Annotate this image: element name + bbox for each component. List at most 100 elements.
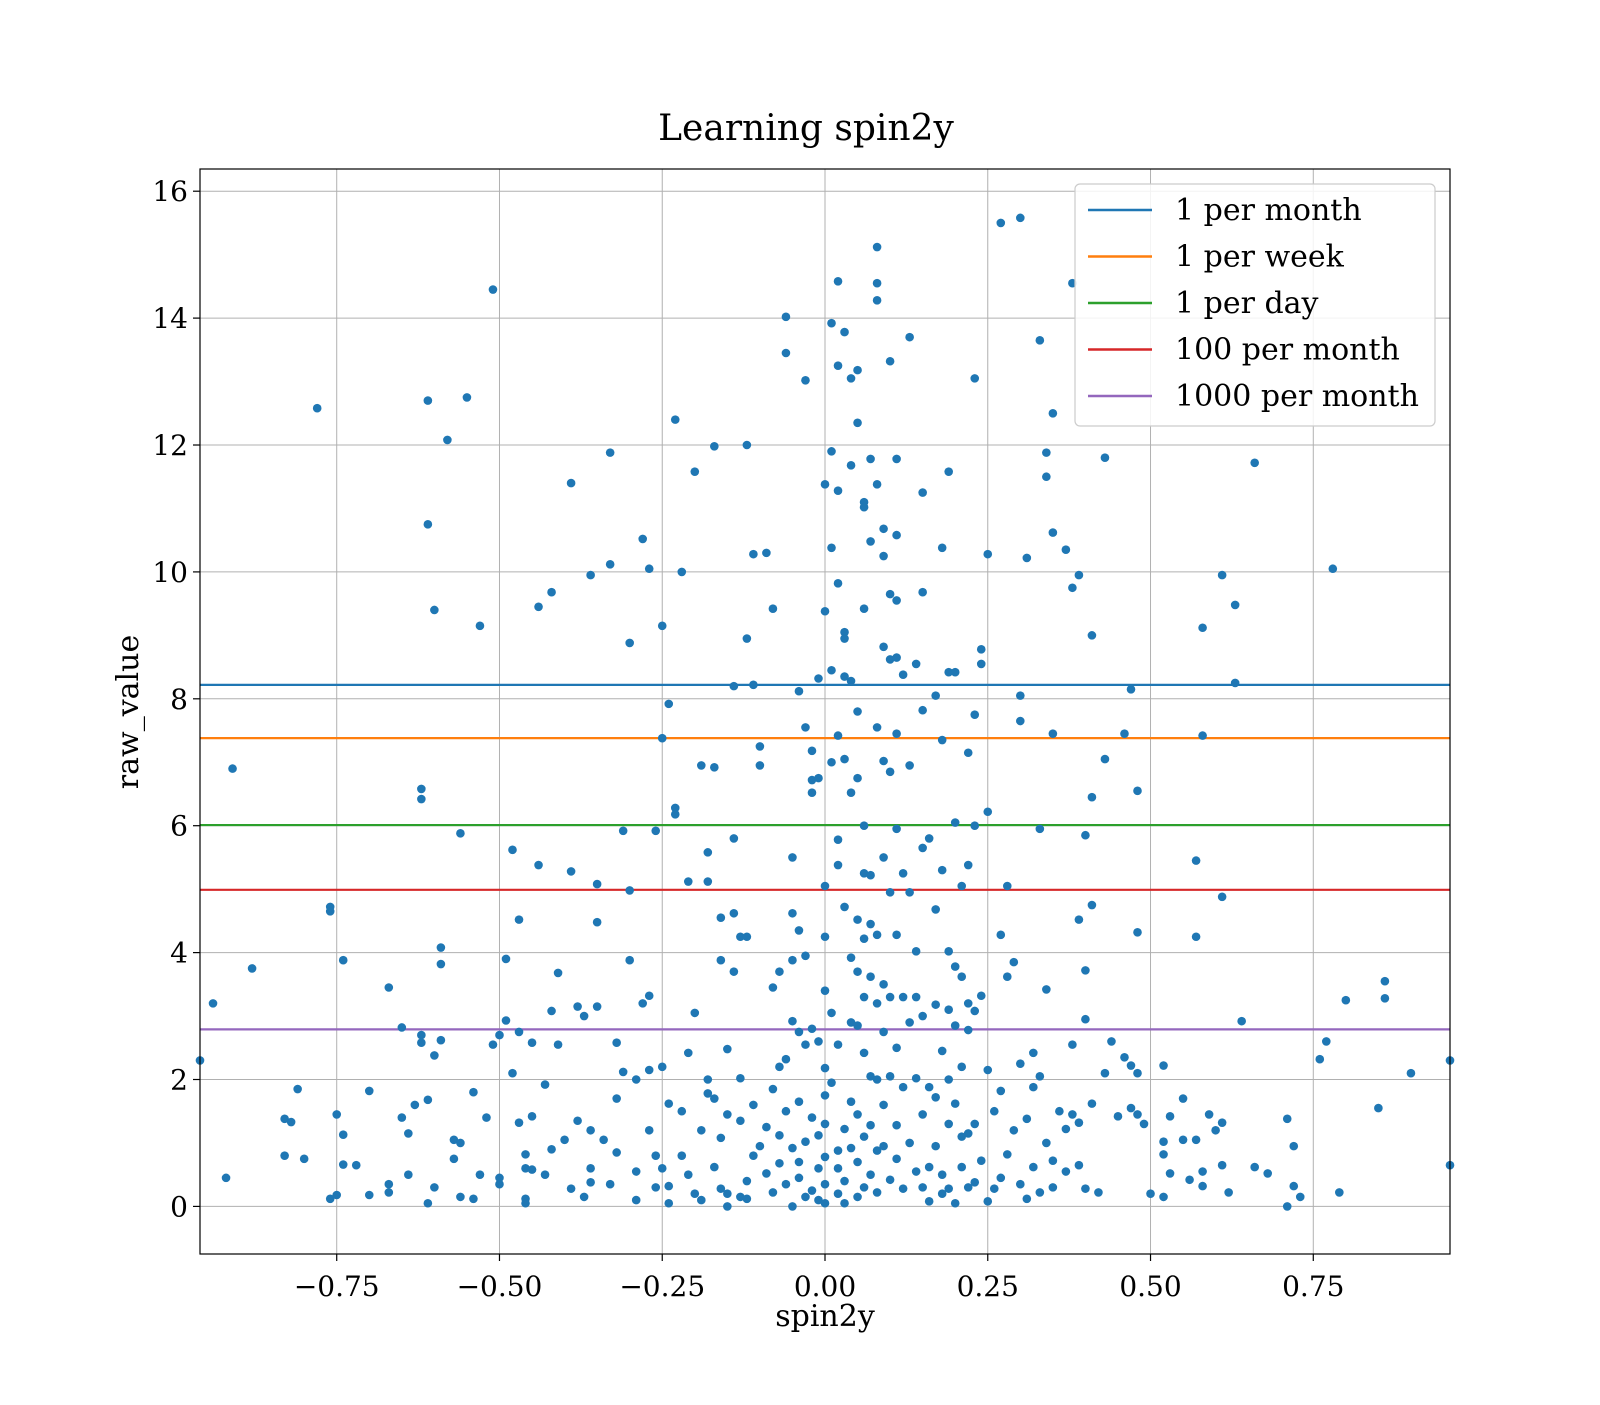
data-point	[397, 1113, 407, 1122]
data-point	[768, 1188, 778, 1197]
data-point	[866, 1072, 875, 1081]
data-point	[625, 955, 634, 965]
data-point	[755, 742, 765, 751]
data-point	[1107, 1037, 1116, 1046]
data-point	[703, 1075, 713, 1084]
data-point	[872, 278, 882, 288]
data-point	[508, 1068, 517, 1078]
data-point	[553, 1040, 563, 1049]
data-point	[1048, 528, 1058, 537]
data-point	[885, 589, 895, 599]
data-point	[859, 604, 869, 614]
data-point	[605, 559, 615, 569]
data-point	[742, 634, 752, 643]
data-point	[749, 1100, 758, 1110]
data-point	[312, 403, 322, 413]
data-point	[892, 1154, 901, 1164]
data-point	[325, 1194, 335, 1204]
data-point	[1133, 1068, 1142, 1078]
data-point	[683, 1048, 693, 1058]
data-point	[957, 1162, 967, 1172]
data-point	[618, 826, 628, 836]
data-point	[957, 881, 967, 891]
data-point	[1120, 729, 1129, 739]
data-point	[1035, 824, 1045, 834]
data-point	[820, 480, 830, 489]
data-point	[794, 686, 804, 696]
x-tick-label: 0.25	[957, 1270, 1019, 1303]
data-point	[573, 1002, 582, 1011]
data-point	[443, 435, 452, 445]
data-point	[1289, 1181, 1299, 1191]
data-point	[1191, 932, 1201, 942]
data-point	[723, 1189, 732, 1199]
data-point	[364, 1086, 374, 1096]
data-point	[872, 1075, 882, 1084]
data-point	[989, 1106, 999, 1116]
data-point	[911, 1167, 921, 1176]
data-point	[937, 543, 947, 553]
x-axis-ticks: −0.75 −0.50 −0.25 0.00 0.25 0.50 0.75	[294, 1254, 1344, 1303]
data-point	[892, 454, 901, 464]
data-point	[892, 729, 901, 739]
data-point	[1016, 213, 1025, 223]
data-point	[631, 1167, 641, 1176]
x-tick-label: 0.50	[1119, 1270, 1181, 1303]
data-point	[514, 1118, 524, 1127]
data-point	[417, 794, 426, 804]
data-point	[768, 1084, 778, 1094]
y-tick-label: 16	[152, 175, 188, 208]
data-point	[716, 1133, 726, 1143]
data-point	[814, 1131, 823, 1140]
data-point	[983, 1065, 993, 1075]
data-point	[1009, 1125, 1019, 1135]
data-point	[736, 1192, 745, 1202]
data-point	[814, 1037, 823, 1046]
data-point	[534, 860, 543, 870]
data-point	[892, 824, 901, 834]
data-point	[293, 1084, 302, 1094]
data-point	[963, 1183, 973, 1192]
data-point	[820, 932, 830, 942]
data-point	[657, 621, 667, 631]
data-point	[612, 1038, 621, 1048]
data-point	[944, 1119, 953, 1129]
data-point	[657, 1062, 667, 1072]
data-point	[247, 964, 257, 973]
data-point	[762, 548, 771, 558]
data-point	[846, 1143, 856, 1153]
data-point	[703, 877, 713, 886]
data-point	[833, 1164, 843, 1173]
data-point	[631, 1195, 641, 1205]
data-point	[716, 1184, 726, 1193]
data-point	[605, 1179, 615, 1189]
data-point	[846, 461, 856, 470]
data-point	[1204, 1110, 1214, 1119]
data-point	[1159, 1192, 1168, 1202]
data-point	[781, 1179, 791, 1189]
data-point	[866, 537, 875, 546]
data-point	[1074, 915, 1084, 924]
data-point	[879, 642, 888, 652]
data-point	[872, 480, 882, 489]
data-point	[710, 1162, 719, 1172]
data-point	[872, 296, 882, 305]
data-point	[1087, 792, 1097, 802]
data-point	[1100, 453, 1110, 462]
data-point	[801, 723, 810, 732]
data-point	[853, 773, 862, 783]
data-point	[729, 834, 739, 843]
data-point	[775, 1131, 784, 1140]
data-point	[859, 1183, 869, 1192]
data-point	[332, 1190, 342, 1200]
data-point	[683, 1170, 693, 1179]
data-point	[384, 1179, 394, 1189]
data-point	[579, 1011, 589, 1021]
data-point	[846, 374, 856, 383]
data-point	[1029, 1162, 1038, 1172]
data-point	[1198, 1181, 1207, 1191]
data-point	[853, 418, 862, 428]
data-point	[1094, 1188, 1103, 1197]
data-point	[833, 860, 843, 870]
